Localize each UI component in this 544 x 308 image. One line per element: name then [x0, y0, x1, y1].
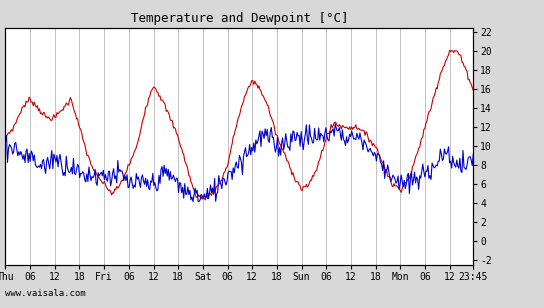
Title: Temperature and Dewpoint [°C]: Temperature and Dewpoint [°C] — [131, 12, 348, 25]
Text: www.vaisala.com: www.vaisala.com — [5, 289, 86, 298]
